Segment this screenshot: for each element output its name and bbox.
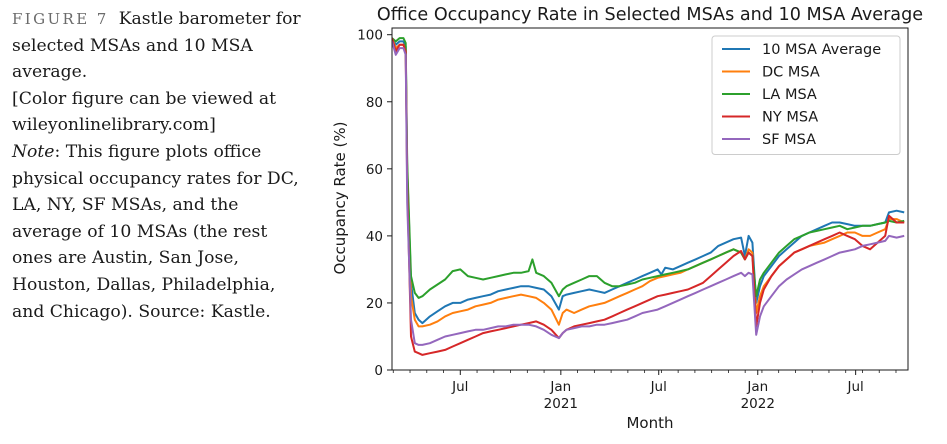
y-tick-label: 60	[366, 162, 383, 178]
x-tick-label: Jan	[746, 379, 768, 395]
series-layer	[392, 37, 905, 356]
legend-label-sf-msa: SF MSA	[762, 132, 816, 148]
x-tick-label: Jan	[549, 379, 571, 395]
x-tick-label: Jul	[451, 379, 468, 395]
legend-label-dc-msa: DC MSA	[762, 65, 820, 81]
y-tick-label: 20	[366, 296, 383, 312]
note-label: Note	[12, 141, 55, 162]
figure-caption: FIGURE 7 Kastle barometer for selected MS…	[12, 6, 312, 325]
y-tick-label: 0	[374, 363, 383, 379]
caption-text: Kastle barometer for selected MSAs and 1…	[12, 9, 301, 83]
plot-frame	[391, 27, 909, 371]
note-text: : This figure plots office physical occu…	[12, 141, 299, 322]
y-tick-label: 40	[366, 229, 383, 245]
legend-box	[711, 35, 901, 155]
caption-main: FIGURE 7 Kastle barometer for selected MS…	[12, 6, 312, 86]
series-line-la-msa	[392, 37, 905, 299]
x-tick-year-label: 2022	[741, 396, 775, 412]
caption-note: Note: This figure plots office physical …	[12, 139, 312, 325]
y-tick-label: 80	[366, 95, 383, 111]
series-line-sf-msa	[392, 41, 905, 346]
legend: 10 MSA Average DC MSA LA MSA NY MSA SF MSA	[711, 35, 901, 155]
x-tick-label: Jul	[846, 379, 863, 395]
x-tick-label: Jul	[650, 379, 667, 395]
legend-label-10-msa-average: 10 MSA Average	[762, 42, 881, 58]
chart-title: Office Occupancy Rate in Selected MSAs a…	[377, 5, 923, 25]
figure-label: FIGURE 7	[12, 10, 109, 28]
y-axis-label: Occupancy Rate (%)	[331, 121, 349, 274]
caption-color-note: [Color figure can be viewed at wileyonli…	[12, 88, 277, 136]
x-tick-year-label: 2021	[544, 396, 578, 412]
series-line-ny-msa	[392, 37, 905, 356]
x-axis-label: Month	[626, 414, 673, 432]
y-tick-label: 100	[357, 28, 383, 44]
legend-label-la-msa: LA MSA	[762, 87, 817, 103]
legend-label-ny-msa: NY MSA	[762, 110, 818, 126]
